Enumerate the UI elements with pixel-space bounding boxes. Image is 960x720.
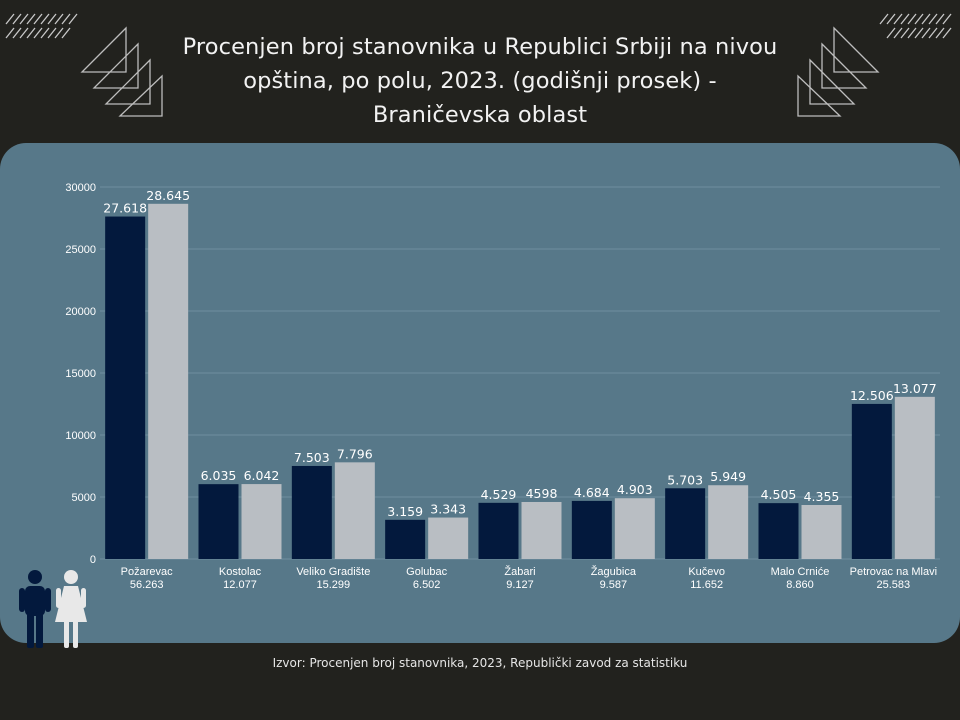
bar-female — [801, 504, 842, 559]
bar-male — [571, 500, 612, 559]
category-label: Golubac — [406, 566, 447, 578]
title-line-1: Procenjen broj stanovnika u Republici Sr… — [182, 34, 778, 60]
data-label-female: 28.645 — [146, 188, 190, 203]
y-tick-label: 15000 — [65, 368, 96, 380]
bar-male — [105, 216, 146, 559]
category-total-label: 6.502 — [413, 579, 441, 591]
bar-male — [291, 465, 332, 559]
title-line-2: opština, po polu, 2023. (godišnji prosek… — [243, 68, 717, 94]
category-label: Veliko Gradište — [296, 566, 370, 578]
category-total-label: 15.299 — [317, 579, 351, 591]
category-total-label: 25.583 — [877, 579, 911, 591]
people-icons — [19, 570, 87, 648]
data-label-female: 4598 — [526, 486, 558, 501]
bar-female — [894, 396, 935, 559]
category-label: Kučevo — [688, 566, 725, 578]
category-label: Žabari — [504, 565, 535, 578]
category-total-label: 11.652 — [690, 579, 723, 591]
category-label: Požarevac — [121, 566, 173, 578]
bar-male — [385, 519, 426, 559]
bar-female — [614, 498, 655, 559]
bar-female — [334, 462, 375, 559]
data-label-male: 4.684 — [574, 485, 610, 500]
data-label-female: 5.949 — [710, 469, 746, 484]
bar-male — [758, 503, 799, 559]
category-total-label: 12.077 — [223, 579, 257, 591]
bar-female — [241, 484, 282, 559]
man-icon — [19, 570, 51, 648]
category-total-label: 9.127 — [506, 579, 534, 591]
chart-title: Procenjen broj stanovnika u Republici Sr… — [140, 30, 820, 132]
bar-female — [428, 517, 469, 559]
data-label-female: 4.903 — [617, 482, 653, 497]
data-label-male: 3.159 — [387, 504, 423, 519]
data-label-male: 27.618 — [103, 201, 147, 216]
data-label-female: 13.077 — [893, 381, 937, 396]
data-label-male: 12.506 — [850, 388, 894, 403]
category-total-label: 9.587 — [600, 579, 628, 591]
y-tick-label: 20000 — [65, 306, 96, 318]
title-line-3: Braničevska oblast — [372, 102, 588, 128]
data-label-male: 5.703 — [667, 472, 703, 487]
data-label-male: 4.529 — [481, 487, 517, 502]
data-label-female: 6.042 — [244, 468, 280, 483]
category-total-label: 8.860 — [786, 579, 814, 591]
category-total-label: 56.263 — [130, 579, 164, 591]
bar-female — [708, 485, 749, 559]
category-label: Petrovac na Mlavi — [850, 566, 937, 578]
category-label: Žagubica — [591, 565, 637, 578]
bar-male — [478, 502, 519, 559]
bar-male — [665, 488, 706, 559]
y-tick-label: 25000 — [65, 244, 96, 256]
data-label-female: 3.343 — [430, 502, 466, 517]
bar-female — [148, 203, 189, 559]
bar-male — [851, 403, 892, 559]
bar-male — [198, 484, 239, 559]
category-label: Kostolac — [219, 566, 262, 578]
y-tick-label: 5000 — [72, 492, 96, 504]
category-label: Malo Crniće — [771, 566, 830, 578]
decor-top-left — [5, 13, 163, 117]
y-tick-label: 30000 — [65, 182, 96, 194]
data-label-male: 7.503 — [294, 450, 330, 465]
decor-top-right — [797, 13, 952, 117]
data-label-male: 6.035 — [201, 468, 237, 483]
data-label-female: 7.796 — [337, 446, 373, 461]
y-tick-label: 10000 — [65, 430, 96, 442]
y-tick-label: 0 — [90, 554, 96, 566]
data-label-female: 4.355 — [804, 489, 840, 504]
bar-female — [521, 501, 562, 559]
source-note: Izvor: Procenjen broj stanovnika, 2023, … — [272, 656, 688, 670]
woman-icon — [55, 570, 87, 648]
data-label-male: 4.505 — [761, 487, 797, 502]
